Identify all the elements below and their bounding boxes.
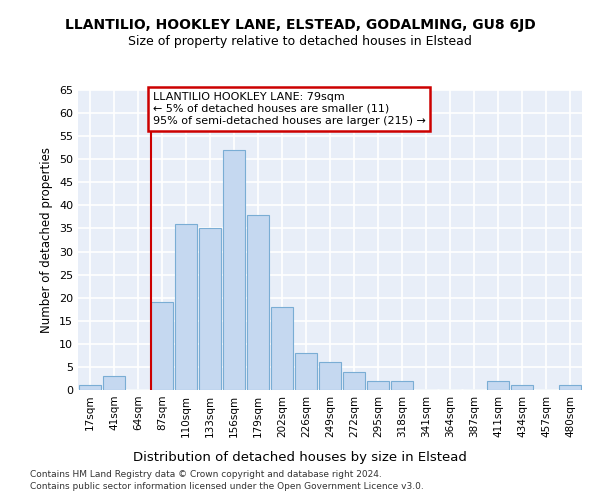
Bar <box>559 386 581 390</box>
Bar <box>295 353 317 390</box>
Bar <box>79 386 101 390</box>
Bar <box>199 228 221 390</box>
Bar <box>247 214 269 390</box>
Bar <box>175 224 197 390</box>
Bar <box>271 307 293 390</box>
Text: Contains public sector information licensed under the Open Government Licence v3: Contains public sector information licen… <box>30 482 424 491</box>
Bar <box>223 150 245 390</box>
Text: Distribution of detached houses by size in Elstead: Distribution of detached houses by size … <box>133 451 467 464</box>
Bar <box>367 381 389 390</box>
Bar <box>391 381 413 390</box>
Bar <box>511 386 533 390</box>
Text: Size of property relative to detached houses in Elstead: Size of property relative to detached ho… <box>128 35 472 48</box>
Bar <box>487 381 509 390</box>
Text: LLANTILIO, HOOKLEY LANE, ELSTEAD, GODALMING, GU8 6JD: LLANTILIO, HOOKLEY LANE, ELSTEAD, GODALM… <box>65 18 535 32</box>
Text: Contains HM Land Registry data © Crown copyright and database right 2024.: Contains HM Land Registry data © Crown c… <box>30 470 382 479</box>
Y-axis label: Number of detached properties: Number of detached properties <box>40 147 53 333</box>
Bar <box>151 302 173 390</box>
Bar <box>103 376 125 390</box>
Bar <box>319 362 341 390</box>
Text: LLANTILIO HOOKLEY LANE: 79sqm
← 5% of detached houses are smaller (11)
95% of se: LLANTILIO HOOKLEY LANE: 79sqm ← 5% of de… <box>152 92 425 126</box>
Bar <box>343 372 365 390</box>
